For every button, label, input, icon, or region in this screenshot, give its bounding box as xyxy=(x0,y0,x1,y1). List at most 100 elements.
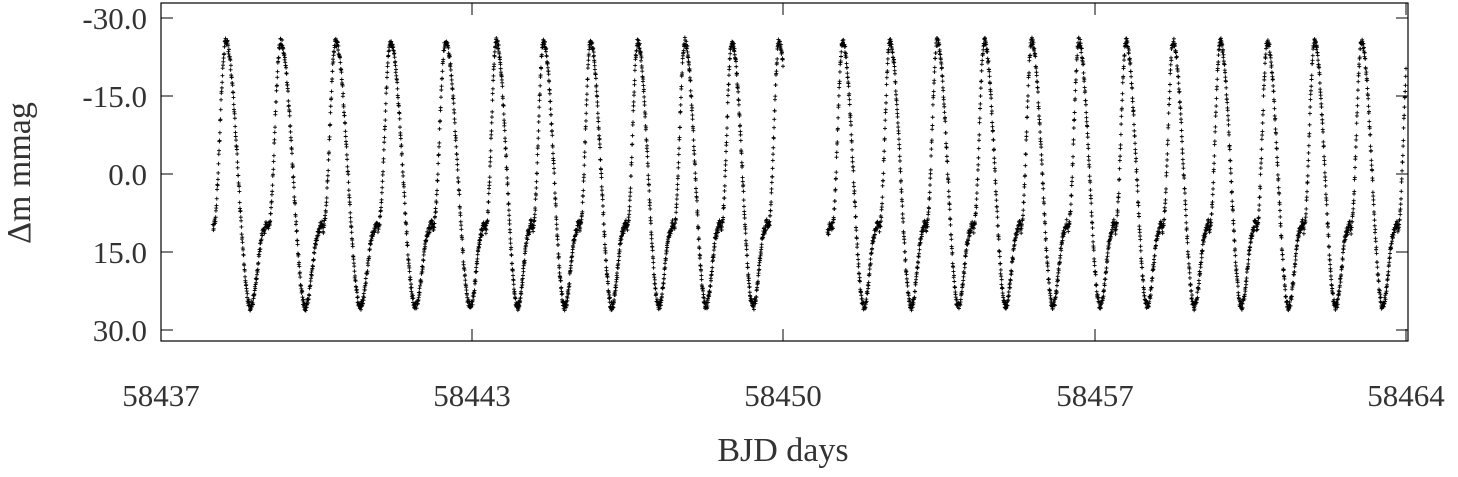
data-point xyxy=(736,102,741,107)
data-point xyxy=(849,139,854,144)
data-point xyxy=(217,130,222,135)
data-point xyxy=(504,167,509,172)
data-point xyxy=(328,110,333,115)
data-point xyxy=(1335,302,1340,307)
data-point xyxy=(614,271,619,276)
data-point xyxy=(1198,265,1203,270)
data-point xyxy=(275,75,280,80)
data-point xyxy=(1115,213,1120,218)
data-point xyxy=(975,183,980,188)
data-point xyxy=(1052,303,1057,308)
data-point xyxy=(722,195,727,200)
data-point xyxy=(583,118,588,123)
data-point xyxy=(901,231,906,236)
data-point xyxy=(651,265,656,270)
data-point xyxy=(772,108,777,113)
data-point xyxy=(1026,83,1031,88)
data-point xyxy=(599,184,604,189)
data-point xyxy=(725,114,730,119)
data-point xyxy=(837,85,842,90)
data-point xyxy=(383,124,388,129)
data-point xyxy=(1332,297,1337,302)
data-point xyxy=(1358,46,1363,51)
data-point xyxy=(1184,220,1189,225)
data-point xyxy=(914,270,919,275)
data-point xyxy=(859,293,864,298)
data-point xyxy=(1115,210,1120,215)
data-point xyxy=(1302,227,1307,232)
data-point xyxy=(1328,269,1333,274)
data-point xyxy=(962,265,967,270)
data-point xyxy=(1317,80,1322,85)
data-point xyxy=(269,205,274,210)
data-point xyxy=(1002,298,1007,303)
data-point xyxy=(211,226,216,231)
data-point xyxy=(854,228,859,233)
data-point xyxy=(645,149,650,154)
data-point xyxy=(1227,143,1232,148)
data-point xyxy=(472,281,477,286)
data-point xyxy=(977,120,982,125)
data-point xyxy=(551,166,556,171)
data-point xyxy=(728,51,733,56)
data-point xyxy=(546,72,551,77)
data-point xyxy=(1223,70,1228,75)
data-point xyxy=(238,215,243,220)
data-point xyxy=(559,285,564,290)
data-point xyxy=(476,245,481,250)
data-point xyxy=(1105,254,1110,259)
data-point xyxy=(1024,130,1029,135)
data-point xyxy=(595,94,600,99)
data-point xyxy=(470,302,475,307)
data-point xyxy=(1008,278,1013,283)
data-point xyxy=(221,56,226,61)
data-point xyxy=(642,94,647,99)
data-point xyxy=(417,286,422,291)
data-point xyxy=(1294,251,1298,256)
data-point xyxy=(238,208,243,213)
data-point xyxy=(1289,294,1294,299)
data-point xyxy=(271,153,276,158)
data-point xyxy=(895,114,900,119)
data-point xyxy=(385,64,390,69)
data-point xyxy=(632,82,637,87)
data-point xyxy=(1041,186,1046,191)
data-point xyxy=(622,227,627,232)
data-point xyxy=(1037,122,1042,127)
data-point xyxy=(926,206,931,211)
x-axis-title: BJD days xyxy=(717,432,848,469)
data-point xyxy=(884,75,889,80)
data-point xyxy=(1308,105,1313,110)
data-point xyxy=(1012,242,1017,247)
data-point xyxy=(902,237,907,242)
data-point xyxy=(1007,293,1012,298)
data-point xyxy=(769,186,774,191)
data-point xyxy=(1019,222,1024,227)
data-point xyxy=(872,232,877,237)
data-point xyxy=(527,230,532,235)
data-point xyxy=(490,91,495,96)
data-point xyxy=(988,81,993,86)
data-point xyxy=(1263,56,1268,61)
data-point xyxy=(217,138,222,143)
data-point xyxy=(644,125,649,130)
data-point xyxy=(1300,219,1305,224)
data-point xyxy=(1270,77,1275,82)
data-point xyxy=(475,256,480,261)
data-point xyxy=(689,94,694,99)
data-point xyxy=(252,292,257,297)
data-point xyxy=(978,101,983,106)
data-point xyxy=(404,229,409,234)
data-point xyxy=(771,136,776,141)
data-point xyxy=(1113,232,1118,237)
data-point xyxy=(1310,58,1315,63)
data-point xyxy=(1303,220,1308,225)
data-point xyxy=(581,194,586,199)
data-point xyxy=(1288,303,1293,308)
data-point xyxy=(773,94,778,99)
data-point xyxy=(419,279,424,284)
data-point xyxy=(727,56,732,61)
data-point xyxy=(1180,151,1185,156)
data-point xyxy=(298,275,303,280)
data-point xyxy=(441,57,446,62)
